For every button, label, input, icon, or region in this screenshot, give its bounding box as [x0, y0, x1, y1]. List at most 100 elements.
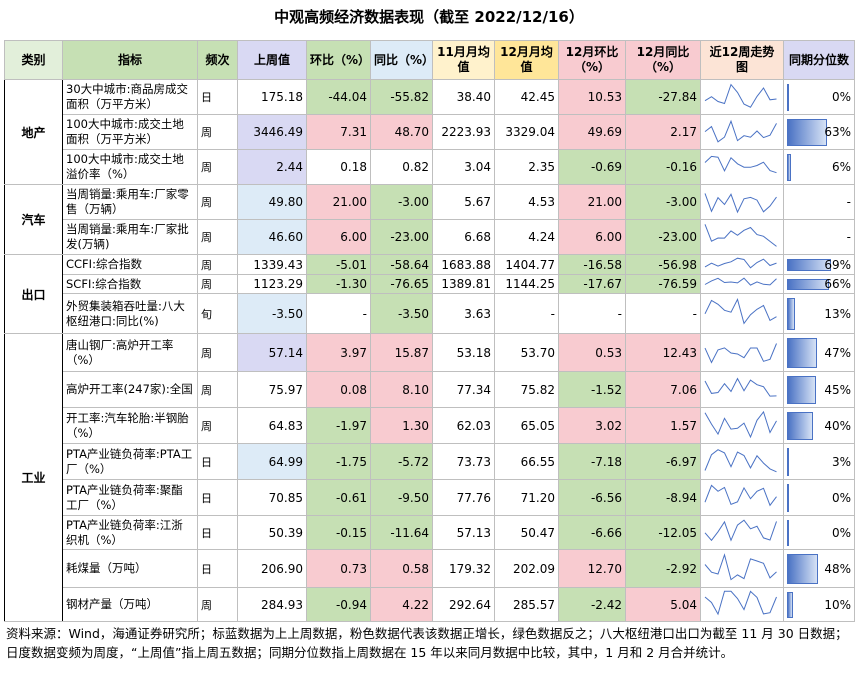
value-cell: - — [494, 293, 559, 334]
value-cell: 53.18 — [432, 333, 495, 372]
value-cell: 75.82 — [494, 371, 559, 408]
percentile-cell: 0% — [783, 515, 855, 550]
table-row: 工业 唐山钢厂:高炉开工率（%）周 57.14 3.97 15.87 53.18 53.70… — [4, 333, 855, 622]
frequency-cell: 周 — [197, 333, 238, 372]
percentile-wrap: 13% — [787, 295, 851, 333]
header-cell: 同期分位数 — [783, 40, 855, 80]
value-cell: 50.39 — [237, 515, 307, 550]
table-row: PTA产业链负荷率:聚酯工厂（%）日 70.85 -0.61 -9.50 77.76 71… — [5, 479, 855, 516]
value-cell: 62.03 — [432, 407, 495, 444]
percentile-bar — [787, 258, 832, 271]
value-cell: 42.45 — [494, 79, 559, 115]
percentile-wrap: 40% — [787, 409, 851, 443]
indicator-cell: 高炉开工率(247家):全国 — [62, 371, 198, 408]
percentile-bar — [787, 278, 830, 290]
value-cell: -8.94 — [625, 479, 701, 516]
value-cell: 1.57 — [625, 407, 701, 444]
value-cell: -76.65 — [370, 274, 433, 294]
value-cell: 57.13 — [432, 515, 495, 550]
value-cell: -56.98 — [625, 254, 701, 275]
sparkline-line — [704, 590, 777, 616]
value-cell: 1339.43 — [237, 254, 307, 275]
header-cell: 12月月均值 — [494, 40, 559, 80]
value-cell: -3.50 — [237, 293, 307, 334]
trend-cell — [700, 184, 784, 220]
percentile-bar — [787, 297, 796, 330]
value-cell: 7.31 — [306, 114, 371, 150]
percentile-wrap: - — [787, 221, 851, 254]
sparkline-line — [704, 119, 777, 143]
value-cell: 7.06 — [625, 371, 701, 408]
percentile-text: - — [846, 194, 851, 209]
value-cell: 21.00 — [558, 184, 626, 220]
indicator-cell: 30大中城市:商品房成交面积（万平方米） — [62, 79, 198, 115]
header-cell: 12月同比（%） — [625, 40, 701, 80]
value-cell: 284.93 — [237, 587, 307, 622]
value-cell: 0.82 — [370, 149, 433, 185]
indicator-cell: CCFI:综合指数 — [62, 254, 198, 275]
value-cell: -2.42 — [558, 587, 626, 622]
sparkline — [704, 519, 777, 542]
value-cell: -23.00 — [370, 219, 433, 255]
indicator-cell: 钢材产量（万吨） — [62, 587, 198, 622]
percentile-wrap: 0% — [787, 481, 851, 515]
sparkline — [704, 119, 777, 143]
value-cell: 292.64 — [432, 587, 495, 622]
value-cell: 1683.88 — [432, 254, 495, 275]
value-cell: 48.70 — [370, 114, 433, 150]
percentile-text: 0% — [831, 89, 851, 104]
value-cell: 64.99 — [237, 443, 307, 480]
table-row: 当周销量:乘用车:厂家批发(万辆) 周 46.60 6.00 -23.00 6.68 4.2… — [5, 219, 855, 255]
trend-cell — [700, 149, 784, 185]
value-cell: -12.05 — [625, 515, 701, 550]
value-cell: -1.75 — [306, 443, 371, 480]
indicator-cell: 当周销量:乘用车:厂家零售（万辆） — [62, 184, 198, 220]
value-cell: 77.34 — [432, 371, 495, 408]
sparkline — [704, 155, 777, 174]
category-cell: 汽车 — [4, 184, 63, 255]
percentile-text: 13% — [824, 306, 851, 321]
percentile-wrap: 45% — [787, 373, 851, 407]
percentile-wrap: 63% — [787, 116, 851, 149]
percentile-cell: 6% — [783, 149, 855, 185]
value-cell: 3446.49 — [237, 114, 307, 150]
value-cell: -0.94 — [306, 587, 371, 622]
percentile-cell: 48% — [783, 549, 855, 588]
table-body: 地产 30大中城市:商品房成交面积（万平方米）日 175.18 -44.04 -55.8… — [4, 79, 855, 622]
percentile-cell: - — [783, 219, 855, 255]
value-cell: 71.20 — [494, 479, 559, 516]
sparkline-line — [704, 257, 777, 269]
trend-cell — [700, 333, 784, 372]
percentile-wrap: 66% — [787, 276, 851, 293]
value-cell: -0.69 — [558, 149, 626, 185]
percentile-cell: 3% — [783, 443, 855, 480]
trend-cell — [700, 549, 784, 588]
value-cell: -7.18 — [558, 443, 626, 480]
value-cell: 49.69 — [558, 114, 626, 150]
percentile-bar — [787, 411, 813, 440]
sparkline — [704, 298, 777, 325]
sparkline-line — [704, 553, 777, 581]
value-cell: -0.16 — [625, 149, 701, 185]
percentile-bar — [787, 83, 789, 111]
value-cell: 66.55 — [494, 443, 559, 480]
value-cell: 12.43 — [625, 333, 701, 372]
table-row: 外贸集装箱吞吐量:八大枢纽港口:同比(%) 旬 -3.50- -3.50 3.63- - -… — [5, 293, 855, 334]
percentile-bar — [787, 447, 789, 476]
percentile-bar — [787, 375, 816, 404]
frequency-cell: 周 — [197, 254, 238, 275]
value-cell: 3.02 — [558, 407, 626, 444]
indicator-cell: 100大中城市:成交土地面积（万平方米） — [62, 114, 198, 150]
value-cell: -5.72 — [370, 443, 433, 480]
value-cell: 57.14 — [237, 333, 307, 372]
percentile-cell: 45% — [783, 371, 855, 408]
value-cell: 2.35 — [494, 149, 559, 185]
frequency-cell: 周 — [197, 114, 238, 150]
value-cell: 4.53 — [494, 184, 559, 220]
value-cell: 50.47 — [494, 515, 559, 550]
sparkline — [704, 343, 777, 364]
sparkline-line — [704, 410, 777, 439]
trend-cell — [700, 274, 784, 294]
frequency-cell: 旬 — [197, 293, 238, 334]
value-cell: 53.70 — [494, 333, 559, 372]
